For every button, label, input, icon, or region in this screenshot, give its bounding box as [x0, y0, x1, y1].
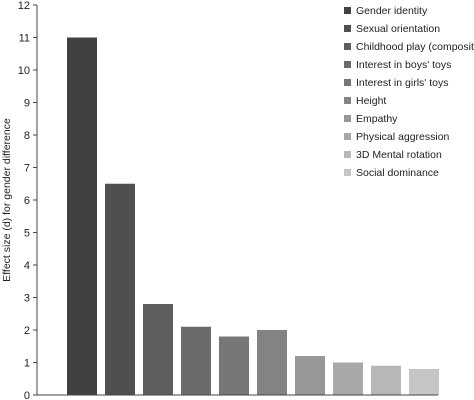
legend-swatch	[344, 61, 351, 68]
y-tick-label: 3	[24, 293, 30, 305]
legend-label: Sexual orientation	[356, 23, 440, 35]
legend-label: Height	[356, 95, 386, 107]
y-tick-label: 10	[18, 65, 30, 77]
legend-label: Gender identity	[356, 5, 428, 17]
bar	[143, 304, 173, 395]
legend-swatch	[344, 97, 351, 104]
bars	[67, 37, 439, 395]
bar	[371, 365, 401, 395]
y-tick-label: 7	[24, 163, 30, 175]
y-tick-label: 0	[24, 390, 30, 400]
bar	[295, 356, 325, 395]
y-tick-label: 11	[19, 33, 30, 45]
y-tick-label: 5	[24, 228, 30, 240]
bar	[181, 326, 211, 395]
legend-swatch	[344, 169, 351, 176]
legend-label: Social dominance	[356, 167, 439, 179]
y-tick-label: 9	[24, 98, 30, 110]
legend-label: Interest in girls' toys	[356, 77, 448, 89]
y-tick-label: 8	[24, 130, 30, 142]
legend-swatch	[344, 151, 351, 158]
bar	[409, 369, 439, 395]
legend: Gender identity Sexual orientation Childho…	[344, 5, 474, 179]
y-tick-label: 6	[24, 195, 30, 207]
bar	[333, 362, 363, 395]
legend-label: Empathy	[356, 113, 398, 125]
bar	[67, 37, 97, 395]
y-tick-label: 2	[24, 325, 30, 337]
legend-swatch	[344, 25, 351, 32]
legend-label: 3D Mental rotation	[356, 149, 442, 161]
legend-label: Physical aggression	[356, 131, 450, 143]
y-axis-title: Effect size (d) for gender difference	[1, 118, 13, 282]
bar	[105, 183, 135, 395]
bar	[257, 330, 287, 395]
legend-swatch	[344, 115, 351, 122]
y-tick-label: 1	[24, 358, 30, 370]
legend-label: Childhood play (composite)	[356, 41, 474, 53]
legend-swatch	[344, 43, 351, 50]
y-tick-label: 4	[24, 260, 30, 272]
legend-swatch	[344, 79, 351, 86]
legend-label: Interest in boys' toys	[356, 59, 451, 71]
legend-swatch	[344, 133, 351, 140]
legend-swatch	[344, 7, 351, 14]
bar	[219, 336, 249, 395]
y-tick-label: 12	[18, 0, 30, 12]
